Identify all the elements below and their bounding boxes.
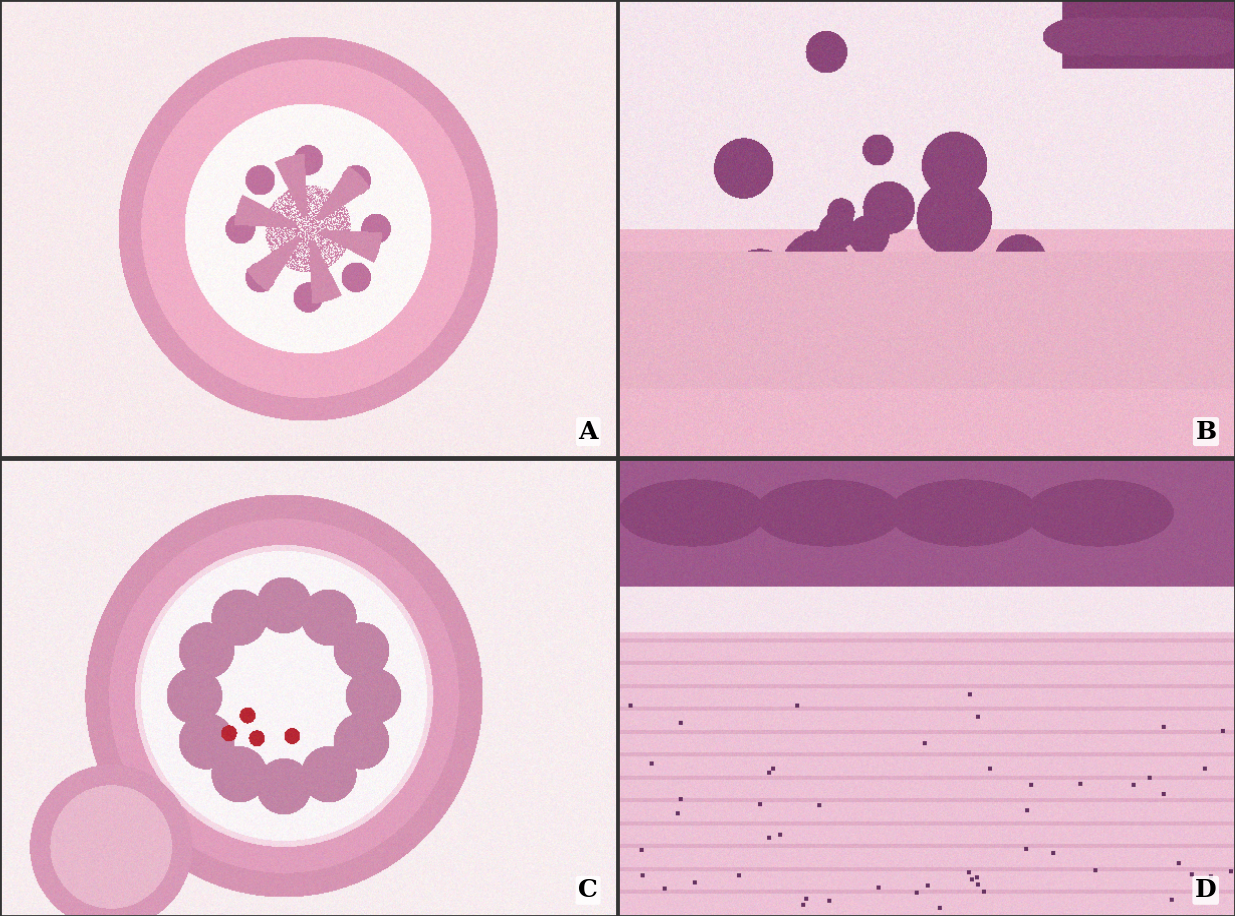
Text: A: A	[578, 420, 598, 443]
Text: D: D	[1195, 878, 1216, 902]
Text: B: B	[1195, 420, 1216, 443]
Text: C: C	[578, 878, 598, 902]
